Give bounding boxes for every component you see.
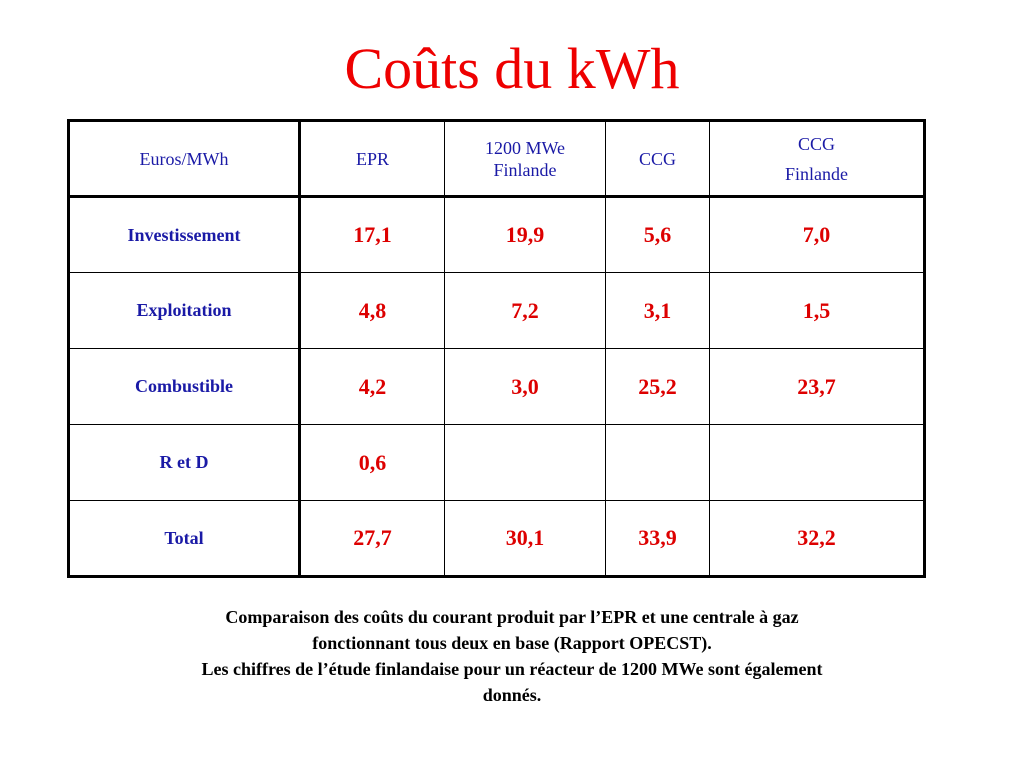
table-cell: 3,0 [444, 348, 606, 425]
caption-line: Comparaison des coûts du courant produit… [225, 607, 799, 627]
table-cell: 23,7 [709, 348, 925, 425]
table-cell: 4,2 [299, 348, 445, 425]
header-cell-ccg-finlande: CCG Finlande [709, 120, 925, 198]
table-cell [709, 424, 925, 501]
row-label-total: Total [68, 500, 301, 577]
header-ccg-finlande-line1: CCG [797, 133, 835, 154]
table-cell: 19,9 [444, 196, 606, 273]
header-epr-label: EPR [355, 148, 389, 169]
caption-line: donnés. [482, 685, 542, 705]
caption: Comparaison des coûts du courant produit… [60, 604, 964, 708]
table-row: Exploitation 4,8 7,2 3,1 1,5 [68, 272, 925, 349]
table-cell: 7,2 [444, 272, 606, 349]
row-label-exploitation: Exploitation [68, 272, 301, 349]
table-cell: 5,6 [605, 196, 710, 273]
table-cell: 25,2 [605, 348, 710, 425]
table-cell: 1,5 [709, 272, 925, 349]
header-1200mwe-line1: 1200 MWe [484, 137, 566, 158]
header-cell-ccg: CCG [605, 120, 710, 198]
table-cell: 3,1 [605, 272, 710, 349]
header-ccg-label: CCG [638, 148, 676, 169]
header-ccg-finlande-line2: Finlande [785, 163, 848, 184]
table-cell [444, 424, 606, 501]
table-cell: 7,0 [709, 196, 925, 273]
table-cell: 30,1 [444, 500, 606, 577]
row-label-investissement: Investissement [68, 196, 301, 273]
table-cell: 0,6 [299, 424, 445, 501]
header-1200mwe-line2: Finlande [493, 159, 557, 180]
table-cell: 27,7 [299, 500, 445, 577]
table-row: Investissement 17,1 19,9 5,6 7,0 [68, 196, 925, 273]
table-row: Total 27,7 30,1 33,9 32,2 [68, 500, 925, 577]
table-cell [605, 424, 710, 501]
table-cell: 17,1 [299, 196, 445, 273]
table-cell: 32,2 [709, 500, 925, 577]
caption-line: fonctionnant tous deux en base (Rapport … [312, 633, 712, 653]
table-row: R et D 0,6 [68, 424, 925, 501]
page-title: Coûts du kWh [344, 36, 680, 101]
table-cell: 33,9 [605, 500, 710, 577]
header-cell-1200mwe-finlande: 1200 MWe Finlande [444, 120, 606, 198]
row-label-r-et-d: R et D [68, 424, 301, 501]
header-cell-unit: Euros/MWh [68, 120, 301, 198]
header-cell-epr: EPR [299, 120, 445, 198]
table-row: Combustible 4,2 3,0 25,2 23,7 [68, 348, 925, 425]
table-cell: 4,8 [299, 272, 445, 349]
caption-line: Les chiffres de l’étude finlandaise pour… [201, 659, 823, 679]
table-header-row: Euros/MWh EPR 1200 MWe Finlande CCG CCG … [68, 120, 925, 198]
cost-table: Euros/MWh EPR 1200 MWe Finlande CCG CCG … [67, 119, 926, 578]
header-unit-label: Euros/MWh [139, 148, 229, 169]
row-label-combustible: Combustible [68, 348, 301, 425]
